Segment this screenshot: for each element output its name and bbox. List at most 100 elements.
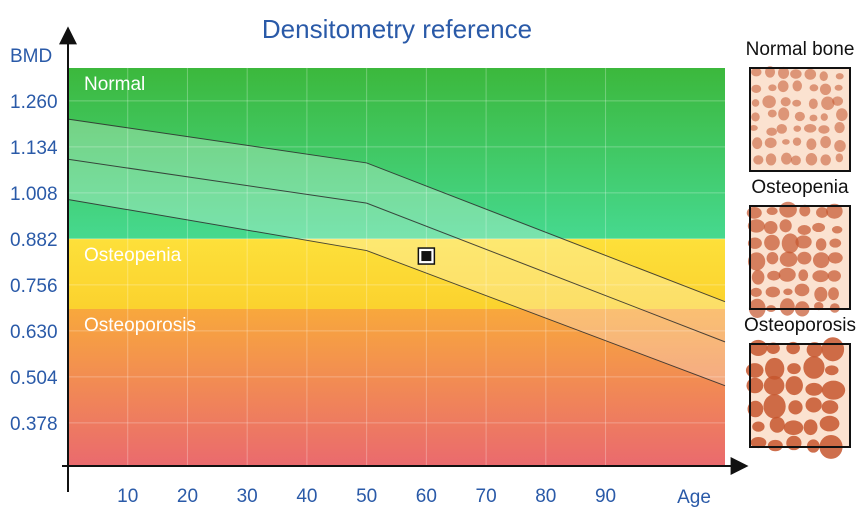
y-axis-label: BMD — [10, 46, 52, 67]
bone-pore — [790, 69, 802, 79]
bone-pore — [765, 286, 781, 298]
series-line-1 — [67, 118, 726, 303]
marker-layer — [417, 247, 436, 265]
series-line-2 — [67, 158, 726, 343]
bone-pore — [745, 363, 764, 378]
bone-pore — [747, 237, 762, 249]
bone-pore — [749, 339, 768, 356]
zone-normal — [68, 68, 725, 239]
bone-panel-frame — [749, 205, 851, 310]
y-tick-labels: 1.260 1.134 1.008 0.882 0.756 0.630 0.504 0.378 — [10, 92, 58, 435]
bone-pore — [749, 124, 758, 131]
bone-pore — [751, 269, 765, 285]
zones-layer — [68, 68, 725, 466]
zone-osteoporosis — [68, 308, 725, 466]
bone-pore — [783, 420, 804, 436]
x-axis-label: Age — [677, 487, 711, 507]
bone-panel-label: Normal bone — [746, 39, 855, 60]
bone-panel-osteoporosis: Osteoporosis — [744, 315, 856, 459]
bone-pore — [747, 400, 764, 418]
bone-pore — [816, 207, 829, 218]
bone-pore — [814, 286, 828, 302]
bone-pore — [783, 288, 793, 296]
bone-pore — [751, 112, 760, 122]
bone-pore — [779, 251, 798, 267]
bone-pore — [825, 365, 839, 376]
bone-panels: Normal bone Osteopenia Osteoporosis — [744, 39, 856, 459]
zone-label-normal: Normal — [84, 74, 145, 95]
grid-layer — [68, 68, 725, 466]
bone-pore — [767, 109, 777, 118]
bone-panel-label: Osteopenia — [751, 177, 849, 198]
bone-pore — [797, 224, 811, 236]
bone-pore — [832, 96, 844, 106]
y-tick-label: 1.008 — [10, 184, 58, 205]
bone-pore — [766, 127, 778, 136]
bone-pore — [821, 96, 835, 111]
bone-pore — [766, 342, 780, 354]
bone-pore — [764, 234, 780, 251]
zone-labels: Normal Osteopenia Osteoporosis — [84, 74, 196, 336]
bone-pore — [750, 287, 762, 297]
bone-pore — [797, 251, 812, 265]
bone-pore — [779, 219, 792, 233]
bone-pore — [779, 201, 797, 218]
bone-pore — [777, 80, 789, 93]
bone-pore — [751, 99, 760, 107]
bone-pore — [818, 125, 830, 134]
bone-pore — [812, 252, 830, 269]
bone-pore — [787, 363, 801, 375]
bone-pore — [820, 113, 828, 121]
reference-band-layer — [68, 119, 725, 386]
reference-band — [68, 119, 725, 386]
zone-label-osteopenia: Osteopenia — [84, 245, 182, 266]
zone-label-osteoporosis: Osteoporosis — [84, 315, 196, 336]
y-tick-label: 1.260 — [10, 92, 58, 113]
bone-pore — [766, 207, 778, 216]
bone-pore — [763, 375, 785, 396]
bone-pore — [785, 376, 803, 396]
bone-pore — [826, 203, 843, 219]
bone-pore — [834, 84, 843, 91]
bone-pore — [803, 356, 825, 379]
x-tick-label: 40 — [296, 486, 317, 507]
bone-pore — [747, 252, 766, 271]
bone-pore — [778, 107, 790, 121]
bone-pore — [805, 397, 822, 413]
x-tick-label: 60 — [416, 486, 437, 507]
bone-texture — [749, 66, 848, 166]
bone-pore — [752, 421, 765, 432]
bone-pore — [753, 155, 764, 165]
x-tick-label: 20 — [177, 486, 198, 507]
bone-panel-label: Osteoporosis — [744, 315, 856, 336]
bone-pore — [767, 439, 783, 452]
bone-panel-normal: Normal bone — [746, 39, 855, 172]
bone-pore — [827, 270, 841, 282]
chart-title: Densitometry reference — [262, 14, 532, 44]
bone-pore — [815, 238, 827, 251]
y-tick-label: 0.756 — [10, 276, 58, 297]
bone-pore — [781, 152, 792, 165]
bone-pore — [812, 270, 829, 283]
bone-pore — [763, 394, 786, 419]
bone-pore — [835, 153, 844, 163]
patient-marker — [421, 251, 432, 262]
bone-pore — [819, 83, 832, 96]
bone-pore — [768, 84, 777, 92]
bone-pore — [776, 123, 787, 134]
bone-pore — [763, 221, 778, 234]
bone-pore — [764, 137, 777, 149]
bone-pore — [792, 99, 802, 107]
bone-pore — [793, 125, 802, 132]
bone-panel-frame — [749, 67, 851, 172]
bone-pore — [834, 140, 846, 153]
bone-pore — [778, 267, 796, 282]
bone-panel-osteopenia: Osteopenia — [746, 177, 851, 319]
bone-pore — [778, 66, 790, 79]
bone-pore — [751, 84, 762, 94]
y-tick-label: 0.504 — [10, 368, 58, 389]
x-tick-label: 10 — [117, 486, 138, 507]
bone-pore — [803, 123, 817, 133]
